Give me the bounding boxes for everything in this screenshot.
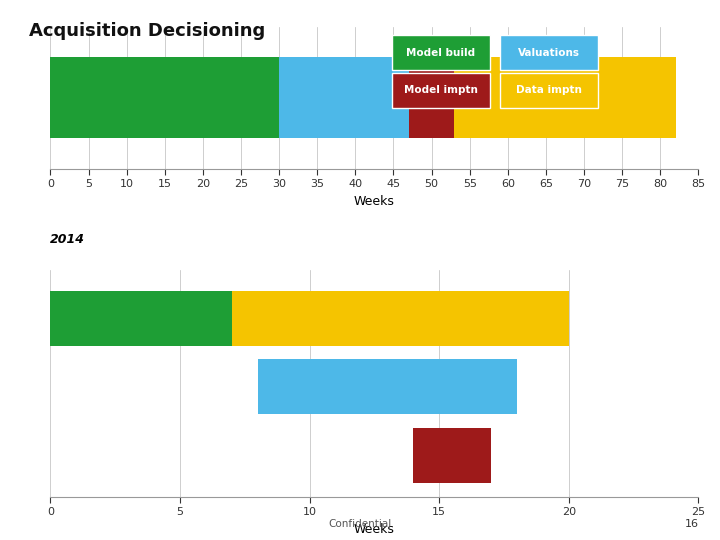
Text: Valuations: Valuations	[518, 48, 580, 58]
Bar	[409, 57, 454, 138]
Text: Model build: Model build	[406, 48, 476, 58]
Bar	[258, 360, 517, 414]
Bar	[50, 57, 279, 138]
Text: 2014: 2014	[50, 233, 86, 246]
Text: Model imptn: Model imptn	[404, 85, 478, 96]
X-axis label: Weeks: Weeks	[354, 523, 395, 536]
Bar	[50, 291, 232, 346]
Text: Acquisition Decisioning: Acquisition Decisioning	[29, 22, 265, 39]
Bar	[454, 57, 675, 138]
Bar	[279, 57, 409, 138]
X-axis label: Weeks: Weeks	[354, 195, 395, 208]
Bar	[232, 291, 569, 346]
Text: Data imptn: Data imptn	[516, 85, 582, 96]
Bar	[413, 428, 491, 483]
Text: Confidential: Confidential	[328, 519, 392, 529]
Text: 16: 16	[685, 519, 698, 529]
